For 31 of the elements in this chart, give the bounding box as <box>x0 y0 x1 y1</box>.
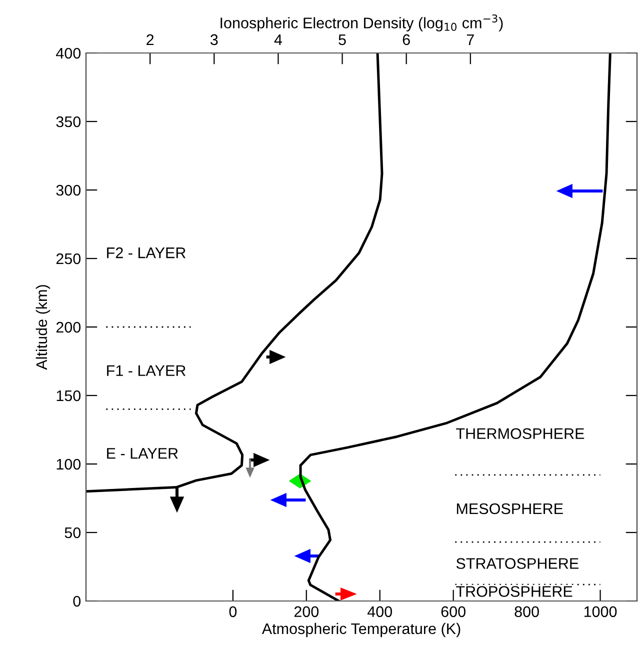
y-tick-label: 250 <box>56 253 81 264</box>
annotation: STRATOSPHERE <box>456 558 578 569</box>
annotation: E - LAYER <box>107 448 178 459</box>
x-tick-label: 600 <box>441 606 466 618</box>
y-tick-label: 100 <box>56 458 81 470</box>
x2-axis-title: Ionospheric Electron Density (log$_{10}$ cm$^{−3}$) <box>220 14 503 32</box>
y-tick-label: 150 <box>56 390 81 402</box>
annotation: TROPOSPHERE <box>456 586 572 597</box>
annotation: F2 - LAYER <box>107 247 186 258</box>
x-tick-label: 200 <box>294 606 319 618</box>
x2-tick-label: 3 <box>210 34 218 46</box>
x2-tick-label: 6 <box>402 34 410 46</box>
x-tick-label: 800 <box>514 606 539 618</box>
x2-tick-label: 5 <box>338 34 346 46</box>
y-tick-label: 400 <box>56 48 81 59</box>
y-tick-label: 300 <box>56 184 81 196</box>
annotation: MESOSPHERE <box>456 503 563 514</box>
x-tick-label: 1000 <box>584 606 617 618</box>
x2-tick-label: 2 <box>146 34 154 45</box>
x2-tick-label: 7 <box>466 34 474 45</box>
y-axis-title: Altitude (km) <box>36 285 50 370</box>
x2-tick-label: 4 <box>274 34 282 45</box>
x-axis-title: Atmospheric Temperature (K) <box>262 622 460 638</box>
y-tick-label: 50 <box>64 527 81 538</box>
x-tick-label: 400 <box>367 606 392 618</box>
x-tick-label: 0 <box>229 606 237 618</box>
y-tick-label: 200 <box>56 322 81 333</box>
annotation: THERMOSPHERE <box>456 428 584 440</box>
y-tick-label: 350 <box>56 116 81 128</box>
y-tick-label: 0 <box>73 596 81 607</box>
annotation: F1 - LAYER <box>107 365 186 376</box>
